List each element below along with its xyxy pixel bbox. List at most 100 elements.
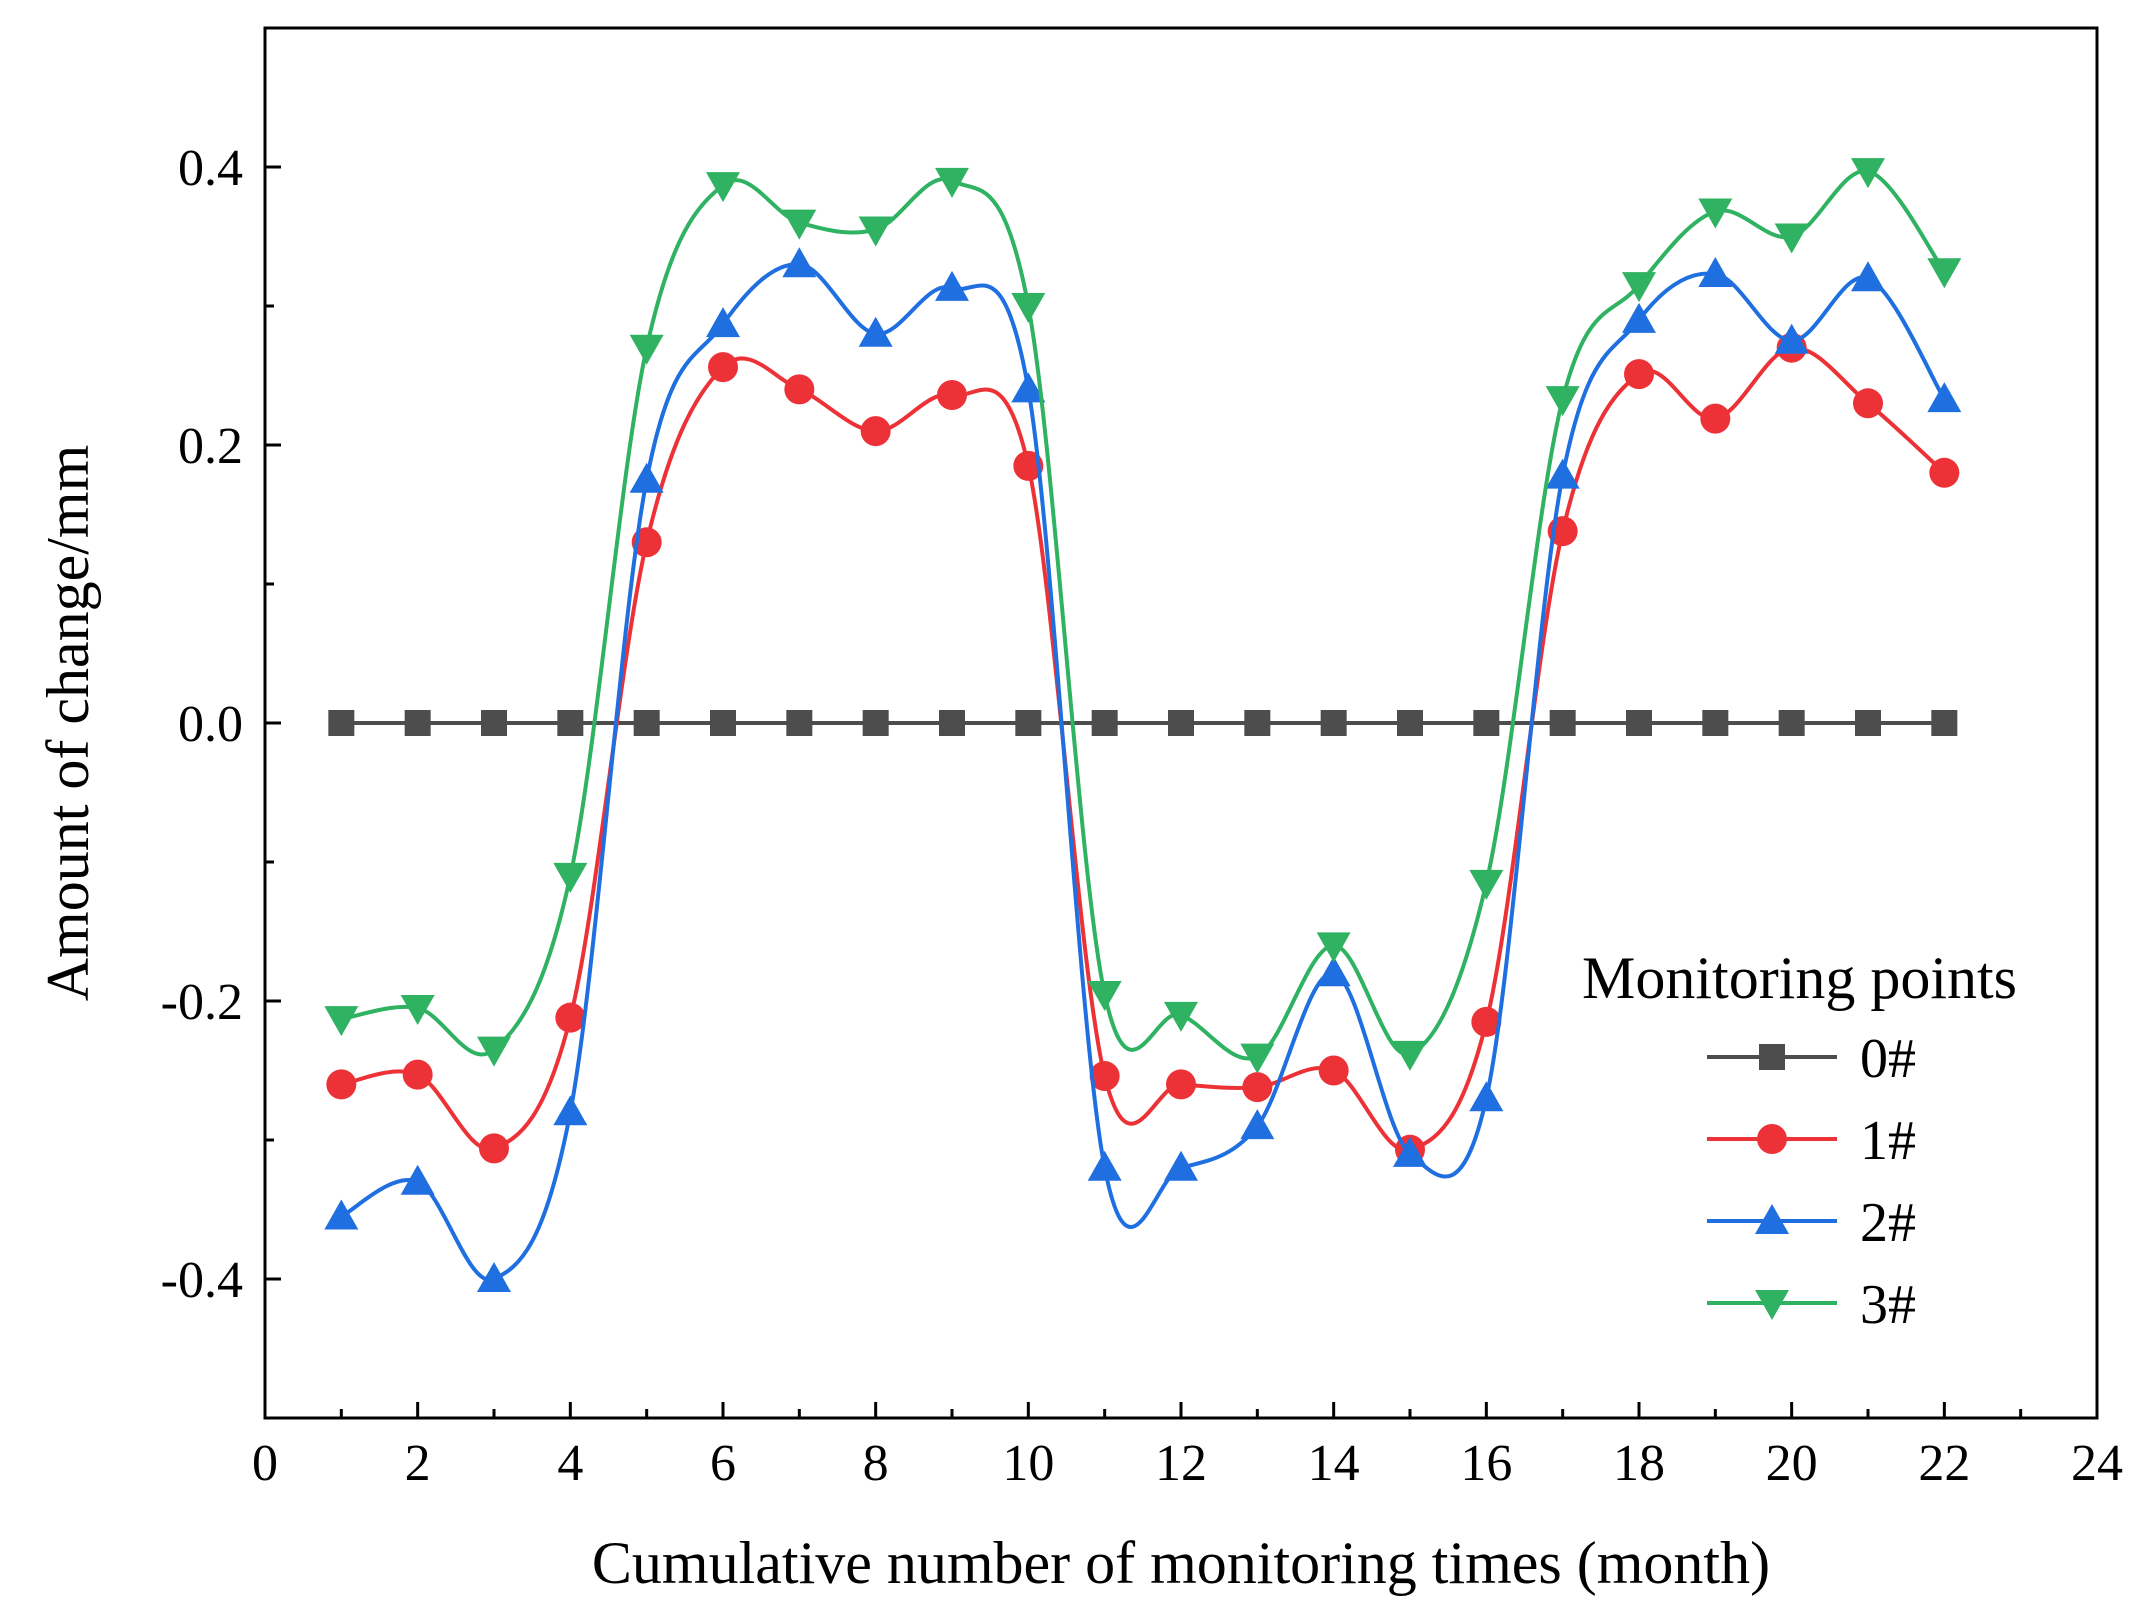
data-point	[862, 710, 889, 736]
axis-ticks	[263, 165, 2099, 1420]
series-line	[340, 169, 1946, 1061]
legend-swatch-marker	[1757, 1124, 1787, 1154]
data-point	[1316, 956, 1351, 987]
data-point	[553, 1095, 588, 1126]
x-tick-label: 6	[710, 1435, 736, 1492]
x-tick-label: 20	[1766, 1435, 1818, 1492]
data-point	[1166, 1069, 1196, 1100]
data-point	[1393, 1040, 1427, 1071]
legend-entry: 1#	[1707, 1110, 1916, 1172]
data-point	[1624, 359, 1654, 390]
y-tick-label: 0.4	[178, 140, 243, 197]
data-point	[1622, 302, 1656, 333]
x-axis-label: Cumulative number of monitoring times (m…	[592, 1530, 1770, 1596]
x-tick-label: 18	[1613, 1435, 1665, 1492]
data-point	[629, 334, 664, 365]
data-point	[402, 1059, 433, 1090]
data-point	[1473, 710, 1500, 736]
legend-entry: 2#	[1707, 1192, 1916, 1254]
data-point	[706, 172, 740, 203]
data-point	[557, 710, 584, 736]
legend-label: 2#	[1860, 1192, 1916, 1254]
data-point	[328, 710, 355, 736]
x-tick-label: 24	[2071, 1435, 2123, 1492]
y-tick-label: 0.2	[178, 418, 243, 475]
legend-title: Monitoring points	[1582, 945, 2017, 1011]
y-tick-label: 0.0	[178, 696, 243, 753]
data-point	[939, 710, 965, 736]
x-tick-label: 22	[1918, 1435, 1970, 1492]
data-point	[858, 316, 893, 347]
data-point	[1469, 1081, 1504, 1112]
data-point	[1393, 1136, 1427, 1167]
data-point	[324, 1006, 359, 1037]
x-tick-label: 16	[1460, 1435, 1512, 1492]
data-point	[1927, 258, 1962, 289]
data-point	[479, 1133, 509, 1164]
data-point	[1244, 710, 1271, 736]
data-point	[1011, 372, 1046, 403]
series-1	[326, 332, 1960, 1165]
x-tick-label: 14	[1308, 1435, 1360, 1492]
data-point	[1087, 981, 1122, 1012]
series-2	[324, 247, 1962, 1292]
plot-frame	[263, 26, 2099, 1420]
data-point	[1545, 386, 1580, 417]
data-point	[1240, 1043, 1275, 1074]
data-point	[858, 216, 893, 247]
data-point	[324, 1199, 359, 1230]
series-0	[328, 710, 1958, 736]
legend: Monitoring points 0# 1# 2# 3#	[1582, 945, 2017, 1336]
legend-swatch-marker	[1759, 1044, 1785, 1070]
data-point	[706, 307, 740, 338]
data-point	[1626, 710, 1652, 736]
data-point	[1851, 261, 1885, 292]
data-point	[1318, 1055, 1349, 1086]
data-point	[1164, 1150, 1198, 1181]
data-point	[860, 416, 891, 447]
data-point	[1089, 1061, 1120, 1092]
x-tick-label: 4	[557, 1435, 583, 1492]
data-point	[1778, 710, 1805, 736]
series-3	[324, 158, 1962, 1074]
x-tick-label: 12	[1155, 1435, 1207, 1492]
data-point	[1091, 710, 1118, 736]
legend-label: 0#	[1860, 1028, 1916, 1090]
data-point	[786, 710, 813, 736]
data-point	[326, 1069, 357, 1100]
data-point	[1545, 458, 1580, 489]
series-layer	[324, 158, 1962, 1292]
data-point	[555, 1002, 586, 1033]
data-point	[633, 710, 660, 736]
data-point	[937, 379, 967, 410]
data-point	[1469, 869, 1504, 900]
data-point	[1015, 710, 1042, 736]
legend-swatch-marker	[1755, 1290, 1789, 1320]
y-tick-label: -0.2	[161, 974, 243, 1031]
y-tick-label: -0.4	[161, 1252, 243, 1309]
data-point	[1471, 1006, 1502, 1037]
data-point	[1702, 710, 1729, 736]
data-point	[1011, 293, 1046, 323]
x-tick-label: 0	[252, 1435, 278, 1492]
data-point	[1087, 1150, 1122, 1181]
data-point	[1698, 257, 1733, 288]
data-point	[404, 710, 431, 736]
data-point	[400, 1164, 435, 1195]
data-point	[1774, 223, 1809, 254]
data-point	[1931, 710, 1958, 736]
tick-labels: 0 2 4 6 8 10 12 14 16 18 20 22 24-0.4-0.20.00.20.4	[161, 140, 2123, 1492]
data-point	[1855, 710, 1881, 736]
data-point	[782, 209, 817, 240]
data-point	[1164, 1001, 1198, 1032]
x-tick-label: 8	[863, 1435, 889, 1492]
data-point	[1851, 158, 1885, 189]
legend-entry: 3#	[1707, 1274, 1916, 1336]
data-point	[1698, 198, 1733, 229]
data-point	[629, 462, 664, 493]
data-point	[1242, 1072, 1273, 1103]
data-point	[935, 167, 969, 198]
data-point	[481, 710, 507, 736]
data-point	[710, 710, 736, 736]
